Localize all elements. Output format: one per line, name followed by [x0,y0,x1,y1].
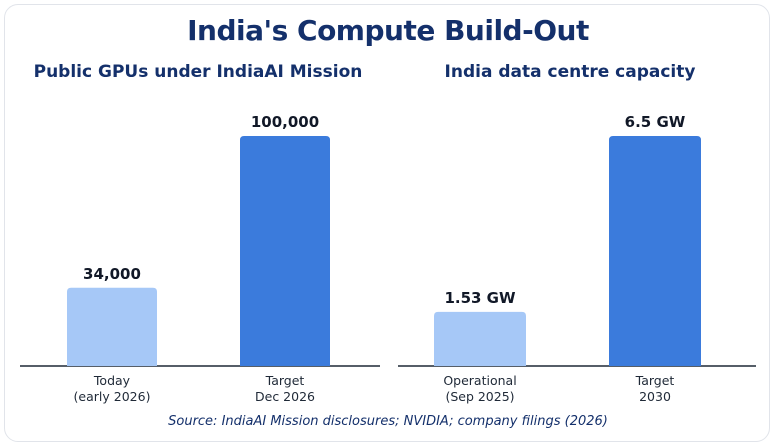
bar [609,136,701,366]
x-tick-label: Today [93,373,131,388]
bar [434,311,526,366]
datacentre-chart-title: India data centre capacity [444,62,696,82]
x-tick-label: Dec 2026 [255,389,315,404]
page-title: India's Compute Build-Out [187,14,589,47]
gpu-chart-title: Public GPUs under IndiaAI Mission [33,62,363,82]
x-tick-label: (Sep 2025) [445,389,514,404]
x-tick-label: Operational [443,373,516,388]
data-label: 34,000 [83,265,141,283]
x-tick-label: Target [635,373,675,388]
data-label: 100,000 [251,113,319,131]
source-note: Source: IndiaAI Mission disclosures; NVI… [168,414,608,429]
x-tick-label: Target [265,373,305,388]
data-label: 1.53 GW [444,289,516,307]
x-tick-label: (early 2026) [74,389,151,404]
bar [240,136,330,366]
x-tick-label: 2030 [639,389,671,404]
bar [67,287,157,366]
data-label: 6.5 GW [625,113,686,131]
